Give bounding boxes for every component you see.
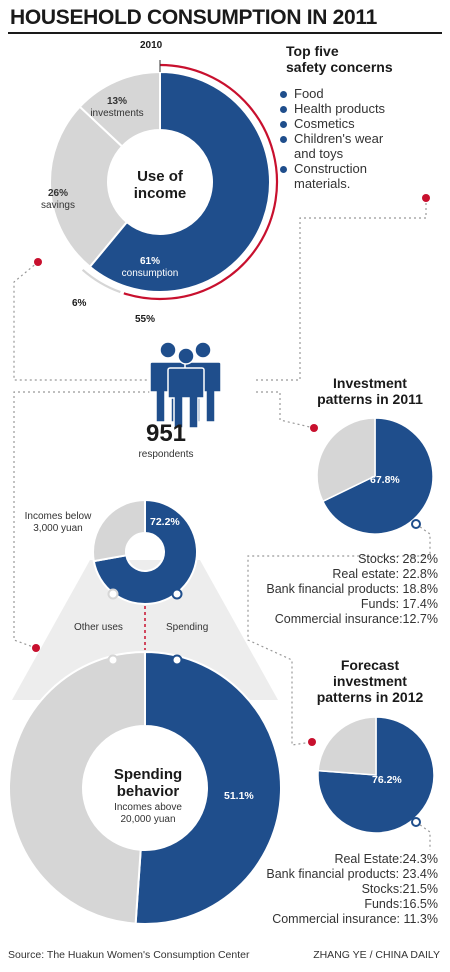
- slice-consumption: [88, 70, 271, 293]
- spending-label: Spending: [166, 622, 209, 633]
- marker-dot: [411, 817, 421, 827]
- slice-invested: [321, 417, 434, 535]
- slice-savings: [49, 105, 129, 269]
- spending-title: Spending behavior: [113, 766, 183, 800]
- marker-dot: [107, 588, 119, 600]
- donut1-center-label: Use of income: [133, 168, 187, 202]
- savings-text: savings: [41, 200, 75, 211]
- red-dot: [32, 644, 40, 652]
- investments-pct: 13%: [106, 96, 127, 107]
- other-uses-label: Other uses: [74, 622, 123, 633]
- list-item: Bank financial products: 18.8%: [266, 582, 438, 596]
- connector-invest-list: [247, 523, 431, 746]
- list-item: Bank financial products: 23.4%: [266, 867, 438, 881]
- safety-title: Top five safety concerns: [286, 43, 393, 75]
- donut-hole: [85, 728, 205, 848]
- credit: ZHANG YE / CHINA DAILY: [313, 949, 440, 961]
- safety-item: Health products: [280, 101, 440, 116]
- connector-safety-to-people: [256, 198, 427, 381]
- respondents-number: 951: [145, 420, 187, 447]
- respondents-label: respondents: [138, 449, 194, 460]
- use-of-income-donut: [49, 60, 279, 301]
- investment-list: Stocks: 28.2% Real estate: 22.8% Bank fina…: [198, 552, 438, 627]
- slice-spending: [134, 650, 283, 925]
- arc-2010-investments: [81, 268, 121, 294]
- red-dot: [310, 424, 318, 432]
- investment-2011-pie: [316, 417, 434, 535]
- consumption-pct: 61%: [139, 256, 160, 267]
- slice-other: [317, 716, 377, 776]
- people-icon: [149, 341, 222, 429]
- connector-people-to-invest: [256, 391, 315, 429]
- person-head: [177, 347, 195, 365]
- forecast-title: Forecast investment patterns in 2012: [316, 657, 424, 705]
- slice-other: [316, 417, 376, 503]
- slice-other-uses: [8, 650, 146, 925]
- investments-text: investments: [90, 108, 144, 119]
- safety-list: Food Health products Cosmetics Children's w…: [280, 86, 440, 191]
- list-item: Commercial insurance: 11.3%: [272, 912, 438, 926]
- slice-investments: [78, 70, 161, 148]
- safety-item: Construction materials.: [280, 161, 440, 191]
- marker-dot: [107, 654, 119, 666]
- label-6-pct: 6%: [72, 298, 87, 309]
- connector-forecast-list: [415, 821, 431, 850]
- spending-small-donut: [92, 498, 198, 650]
- forecast-list: Real Estate:24.3% Bank financial products…: [178, 852, 438, 927]
- person-body: [167, 367, 205, 429]
- arc-2010-consumption: [123, 63, 279, 301]
- list-item: Real Estate:24.3%: [334, 852, 438, 866]
- list-item: Funds: 17.4%: [360, 597, 438, 611]
- small-pct-label: 72.2%: [150, 516, 180, 528]
- investments-label: 13% investments: [87, 96, 147, 120]
- forecast-pie-label: 76.2%: [372, 774, 402, 786]
- small-income-label: Incomes below 3,000 yuan: [24, 511, 92, 534]
- list-item: Stocks: 28.2%: [358, 552, 438, 566]
- investment-pie-label: 67.8%: [370, 474, 400, 486]
- connector-income-to-people: [13, 261, 150, 381]
- list-item: Funds:16.5%: [364, 897, 438, 911]
- person-head: [194, 341, 212, 359]
- label-55-pct: 55%: [135, 314, 156, 325]
- savings-label: 26% savings: [28, 188, 88, 212]
- connector-people-to-spending: [13, 391, 150, 649]
- spending-big-donut: [8, 560, 283, 925]
- consumption-text: consumption: [121, 268, 179, 279]
- list-item: Commercial insurance:12.7%: [274, 612, 438, 626]
- safety-item: Children's wear and toys: [280, 131, 440, 161]
- forecast-2012-pie: [317, 716, 435, 834]
- investment-title: Investment patterns in 2011: [317, 375, 423, 407]
- person-head: [159, 341, 177, 359]
- list-item: Stocks:21.5%: [361, 882, 438, 896]
- red-dot: [422, 194, 430, 202]
- red-dot: [308, 738, 316, 746]
- spending-sub: Incomes above 20,000 yuan: [114, 802, 182, 825]
- label-2010: 2010: [140, 40, 163, 51]
- marker-dot: [171, 654, 183, 666]
- source-note: Source: The Huakun Women's Consumption C…: [8, 949, 250, 961]
- savings-pct: 26%: [47, 188, 68, 199]
- title-rule: [8, 32, 442, 34]
- list-item: Real estate: 22.8%: [332, 567, 438, 581]
- marker-dot: [411, 519, 421, 529]
- safety-item: Cosmetics: [280, 116, 440, 131]
- big-pct-label: 51.1%: [224, 790, 254, 802]
- safety-item: Food: [280, 86, 440, 101]
- red-dot: [34, 258, 42, 266]
- page-title: HOUSEHOLD CONSUMPTION IN 2011: [10, 6, 378, 29]
- consumption-label: 61% consumption: [110, 256, 190, 280]
- marker-dot: [171, 588, 183, 600]
- slice-other-uses: [92, 498, 146, 563]
